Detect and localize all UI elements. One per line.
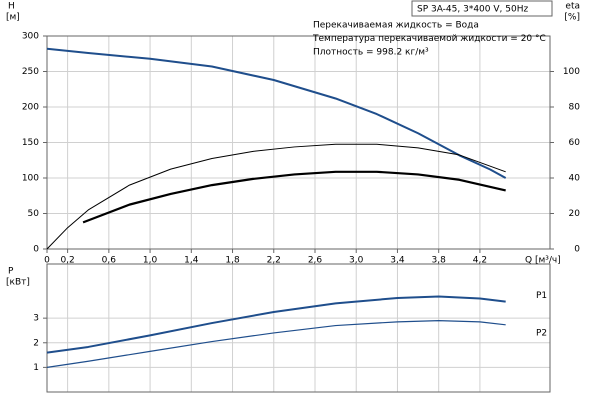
y-tick-label: 300 (22, 32, 39, 42)
y-tick-label: 3 (33, 314, 39, 324)
title-box (411, 0, 553, 17)
x-tick-label: 0 (44, 256, 50, 266)
y-axis-label: H (8, 2, 15, 12)
series-line (46, 47, 507, 179)
y-axis-label: P (8, 267, 14, 277)
series-line (46, 295, 506, 354)
y2-tick-label: 80 (569, 103, 581, 113)
y-axis-unit: [м] (6, 13, 20, 23)
plot-frame (46, 263, 551, 393)
y-tick-label: 2 (33, 338, 39, 348)
annotation: Перекачиваемая жидкость = Вода (313, 21, 479, 31)
x-tick-label: 2,2 (267, 256, 281, 266)
chart-title: SP 3A-45, 3*400 V, 50Hz (417, 5, 528, 15)
x-tick-label: 1,8 (225, 256, 240, 266)
x-tick-label: 1,4 (184, 256, 199, 266)
y-tick-label: 1 (33, 363, 39, 373)
y-tick-label: 0 (33, 245, 39, 255)
y-tick-label: 200 (22, 103, 39, 113)
x-axis-label: Q [м³/ч] (525, 256, 561, 266)
x-tick-label: 2,6 (308, 256, 323, 266)
y2-axis-label: eta (565, 2, 580, 12)
x-tick-label: 1,0 (143, 256, 158, 266)
annotation: Плотность = 998.2 кг/м³ (313, 48, 429, 58)
y2-axis-unit: [%] (564, 13, 580, 23)
y2-tick-label: 100 (563, 67, 580, 77)
x-tick-label: 4,2 (473, 256, 487, 266)
y-tick-label: 150 (22, 138, 39, 148)
series-line (46, 320, 506, 368)
y-axis-unit: [кВт] (6, 278, 30, 288)
y2-tick-label: 40 (569, 174, 581, 184)
y2-tick-label: 60 (569, 138, 581, 148)
x-tick-label: 0,2 (60, 256, 74, 266)
series-line (46, 143, 506, 250)
series-line (82, 170, 506, 224)
x-tick-label: 0,6 (102, 256, 117, 266)
x-tick-label: 3,8 (432, 256, 447, 266)
y2-tick-label: 20 (569, 209, 581, 219)
y2-tick-label: 0 (574, 245, 580, 255)
series-label: P1 (536, 291, 547, 301)
y-tick-label: 250 (22, 67, 39, 77)
x-tick-label: 3,4 (390, 256, 405, 266)
x-tick-label: 3,0 (349, 256, 364, 266)
annotation: Температура перекачиваемой жидкости = 20… (312, 34, 546, 44)
series-label: P2 (536, 328, 547, 338)
y-tick-label: 100 (22, 174, 39, 184)
y-tick-label: 50 (28, 209, 40, 219)
